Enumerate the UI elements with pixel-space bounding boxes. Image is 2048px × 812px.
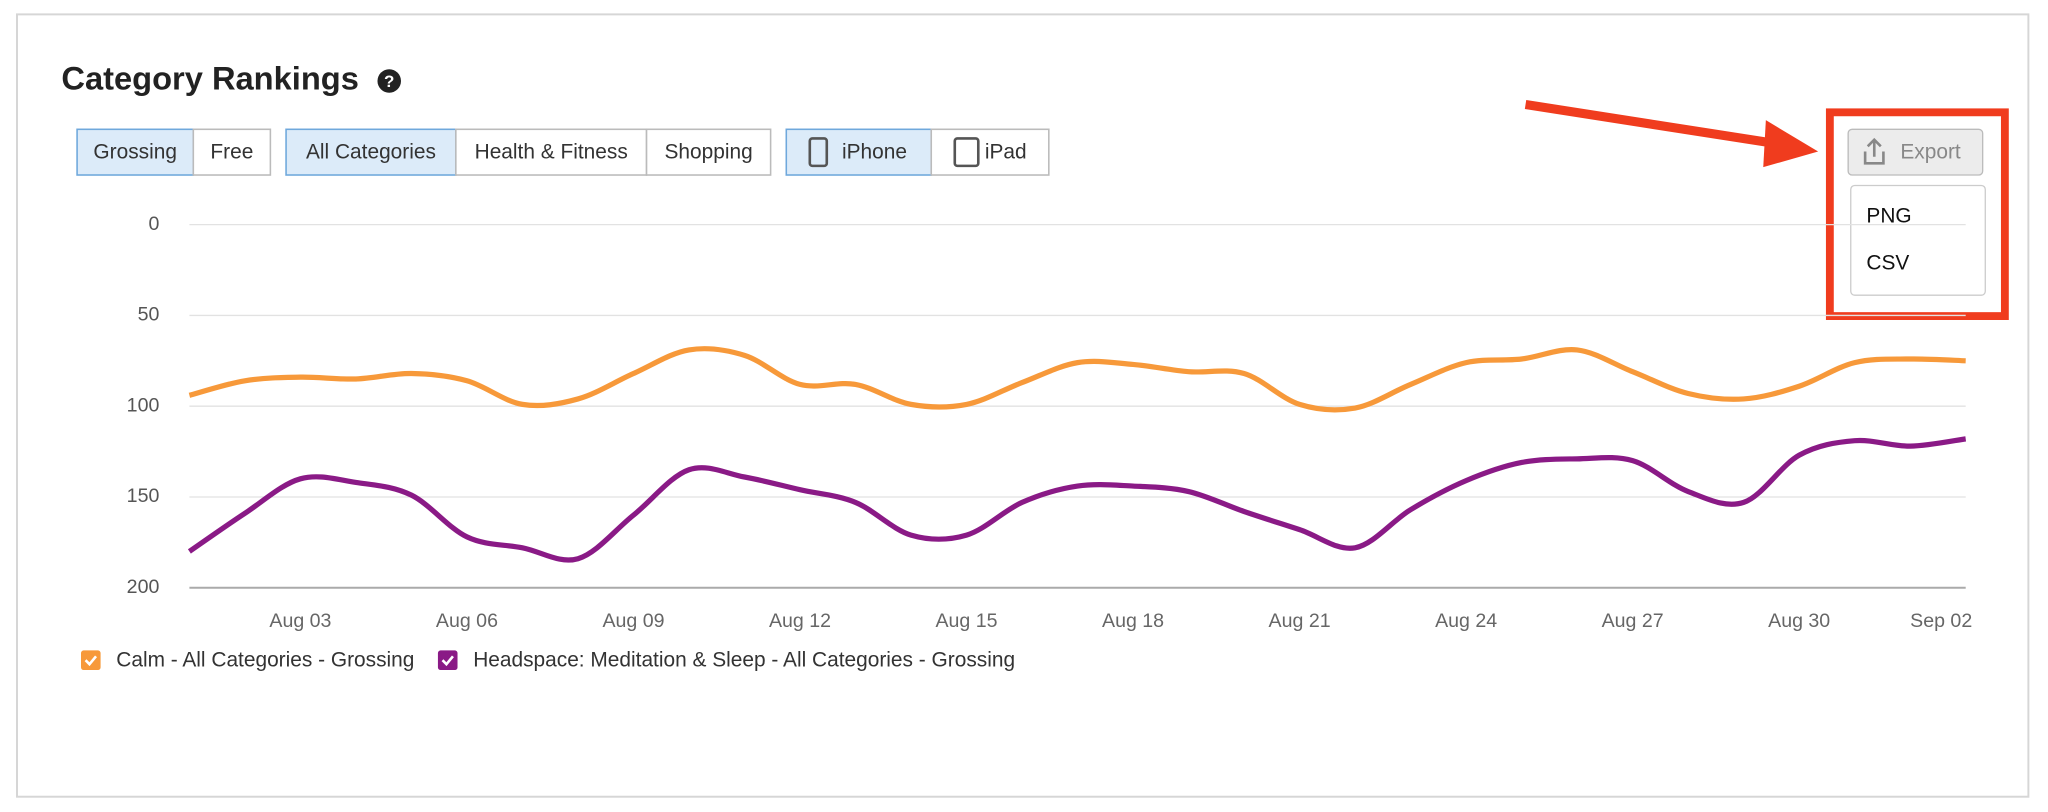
toggle-button[interactable]: Shopping [645, 128, 772, 176]
button-label: All Categories [306, 140, 436, 163]
legend-label: Headspace: Meditation & Sleep - All Cate… [473, 648, 1015, 671]
legend-item[interactable]: Headspace: Meditation & Sleep - All Cate… [437, 648, 1015, 671]
dropdown-option[interactable]: CSV [1866, 251, 1909, 274]
x-tick-label: Aug 15 [936, 610, 998, 632]
x-tick-label: Aug 12 [769, 610, 831, 632]
help-icon[interactable]: ? [377, 69, 401, 93]
export-button[interactable]: Export [1847, 128, 1984, 176]
legend-checkbox [437, 650, 458, 671]
series-line [188, 346, 1966, 413]
export-icon [1863, 137, 1885, 165]
toggle-button[interactable]: iPhone [785, 128, 933, 176]
button-label: Export [1900, 140, 1961, 163]
x-tick-label: Aug 18 [1102, 610, 1164, 632]
title: Category Rankings [61, 60, 358, 97]
x-tick-label: Aug 06 [436, 610, 498, 632]
x-tick-label: Aug 30 [1768, 610, 1830, 632]
device-icon [953, 137, 980, 168]
svg-text:?: ? [384, 72, 394, 91]
x-tick-label: Aug 24 [1435, 610, 1497, 632]
toggle-button[interactable]: Health & Fitness [455, 128, 648, 176]
button-label: iPad [985, 140, 1027, 163]
legend-checkbox [80, 650, 101, 671]
toggle-button[interactable]: Grossing [76, 128, 195, 176]
legend-label: Calm - All Categories - Grossing [116, 648, 414, 671]
toggle-button[interactable]: All Categories [285, 128, 457, 176]
button-label: Grossing [93, 140, 177, 163]
toggle-button[interactable]: iPad [930, 128, 1050, 176]
x-tick-label: Aug 21 [1269, 610, 1331, 632]
button-label: Shopping [664, 140, 752, 163]
x-tick-label: Aug 27 [1602, 610, 1664, 632]
button-label: Health & Fitness [475, 140, 628, 163]
button-bg [76, 128, 195, 176]
y-tick-label: 0 [148, 213, 159, 235]
check-mark [84, 655, 98, 667]
dropdown [1850, 184, 1986, 296]
dropdown-option[interactable]: PNG [1866, 204, 1911, 227]
y-tick-label: 200 [127, 576, 160, 598]
button-bg [285, 128, 457, 176]
toggle-button[interactable]: Free [192, 128, 272, 176]
series-line [187, 436, 1967, 563]
check-mark [441, 655, 454, 667]
arrow [1524, 99, 1778, 149]
arrow-head [1763, 120, 1819, 168]
y-tick-label: 100 [127, 394, 160, 416]
button-bg [192, 128, 272, 176]
button-bg [645, 128, 772, 176]
x-tick-label: Aug 09 [602, 610, 664, 632]
legend-item[interactable]: Calm - All Categories - Grossing [80, 648, 414, 671]
x-tick-label: Aug 03 [269, 610, 331, 632]
y-tick-label: 150 [127, 485, 160, 507]
button-label: iPhone [842, 140, 907, 163]
device-icon [808, 137, 829, 168]
y-tick-label: 50 [138, 304, 160, 326]
button-label: Free [210, 140, 253, 163]
button-bg [930, 128, 1050, 176]
x-tick-label: Sep 02 [1910, 610, 1972, 632]
